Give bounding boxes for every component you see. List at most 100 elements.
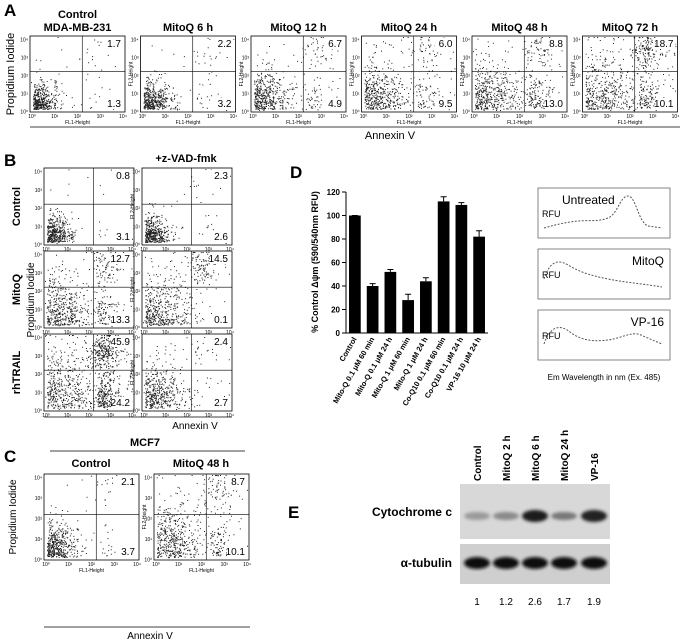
label-bg (545, 98, 565, 109)
axis-tick-label: 10⁰ (152, 562, 160, 568)
band (581, 510, 607, 522)
axis-tick-label: 10² (85, 413, 93, 419)
axis-tick-label: 10³ (111, 562, 119, 568)
axis-label: FL2-Height (130, 277, 136, 302)
axis-tick-label: 10³ (35, 271, 43, 277)
error-bar (458, 202, 465, 205)
spectrum-curve (543, 195, 663, 229)
axis-tick-label: 10² (516, 114, 524, 120)
axis-label: FL2-Height (350, 61, 356, 86)
row-label: rhTRAIL (11, 351, 23, 395)
cytometry-events (143, 337, 231, 410)
quantification: 1.7 (557, 597, 571, 608)
axis-label: FL2-Height (142, 504, 148, 529)
quadrant-percent: 1.7 (107, 39, 121, 50)
cytometry-events (156, 475, 248, 559)
axis-tick-label: 10² (242, 74, 250, 80)
axis-tick-label: 10⁰ (573, 110, 581, 116)
axis-tick-label: 10³ (131, 56, 139, 62)
cytometry-events (45, 335, 133, 410)
axis-tick-label: 10¹ (65, 562, 73, 568)
axis-tick-label: 10³ (205, 330, 213, 336)
axis-tick-label: 10⁴ (20, 38, 28, 44)
y-tick-label: 0 (336, 329, 341, 338)
axis-tick-label: 10⁴ (226, 413, 234, 419)
row-label: MitoQ (11, 273, 23, 305)
quadrant-percent: 14.5 (209, 254, 229, 265)
axis-tick-label: 10⁴ (132, 336, 140, 342)
error-bar (369, 283, 376, 286)
axis-tick-label: 10⁴ (119, 114, 127, 120)
plot-title: MDA-MB-231 (44, 22, 112, 34)
quadrant-percent: 1.3 (107, 99, 121, 110)
quadrant-percent: 10.1 (226, 547, 246, 558)
label-bg (434, 98, 455, 109)
axis-tick-label: 10³ (207, 114, 215, 120)
axis-tick-label: 10⁴ (128, 247, 136, 253)
axis-tick-label: 10¹ (133, 224, 141, 230)
axis-tick-label: 10¹ (51, 114, 59, 120)
cytometry-events (364, 37, 456, 111)
bar (473, 236, 485, 333)
quadrant-percent: 2.7 (214, 398, 228, 409)
axis-tick-label: 10³ (133, 271, 141, 277)
band (464, 557, 490, 569)
label-bg (545, 38, 565, 49)
axis-tick-label: 10² (183, 330, 191, 336)
label-bg (112, 397, 132, 408)
bar (349, 215, 361, 333)
y-tick-label: 60 (331, 259, 340, 268)
band (493, 512, 519, 520)
axis-tick-label: 10⁰ (20, 110, 28, 116)
quadrant-percent: 13.0 (544, 99, 564, 110)
axis-tick-label: 10² (352, 74, 360, 80)
axis-tick-label: 10³ (35, 496, 43, 502)
axis-tick-label: 10¹ (64, 330, 72, 336)
cytometry-events (585, 37, 677, 111)
axis-tick-label: 10⁴ (226, 247, 234, 253)
panel-letter: B (4, 151, 16, 170)
quadrant-percent: 0.1 (214, 315, 228, 326)
spectrum-curve (543, 261, 663, 288)
quadrant-percent: 8.7 (231, 477, 245, 488)
cell-line: MCF7 (130, 437, 160, 449)
error-bar (422, 277, 429, 282)
cytometry-events (31, 37, 116, 110)
error-bar (387, 269, 394, 272)
axis-tick-label: 10³ (242, 56, 250, 62)
label-bg (227, 476, 247, 487)
lane-label: Control (473, 445, 484, 481)
band (464, 512, 490, 520)
axis-tick-label: 10² (133, 372, 141, 378)
axis-tick-label: 10¹ (35, 224, 43, 230)
quadrant-percent: 3.7 (121, 547, 135, 558)
quadrant-percent: 6.7 (328, 39, 342, 50)
blot-row-label: Cytochrome c (372, 505, 452, 519)
axis-tick-label: 10³ (133, 354, 141, 360)
panel-letter: A (4, 1, 16, 20)
lane-label: MitoQ 24 h (560, 430, 571, 481)
axis-tick-label: 10⁴ (128, 330, 136, 336)
axis-tick-label: 10⁰ (470, 114, 478, 120)
quadrant-percent: 12.7 (111, 254, 131, 265)
band (493, 557, 519, 569)
axis-tick-label: 10³ (107, 330, 115, 336)
quadrant-percent: 4.9 (328, 99, 342, 110)
axis-tick-label: 10¹ (604, 114, 612, 120)
axis-tick-label: 10¹ (35, 390, 43, 396)
label-bg (112, 336, 132, 347)
axis-tick-label: 10⁰ (34, 326, 42, 332)
y-tick-label: 80 (331, 235, 340, 244)
axis-tick-label: 10⁴ (230, 114, 238, 120)
inset-frame (537, 248, 671, 300)
quantification: 2.6 (528, 597, 542, 608)
axis-tick-label: 10² (133, 289, 141, 295)
label-bg (112, 314, 132, 325)
axis-label: FL1-Height (507, 120, 532, 126)
axis-tick-label: 10⁴ (128, 413, 136, 419)
axis-tick-label: 10⁰ (132, 409, 140, 415)
plot-frame (153, 473, 250, 561)
plot-title: MitoQ 48 h (173, 458, 230, 470)
quadrant-percent: 3.2 (218, 99, 232, 110)
axis-tick-label: 10⁰ (144, 558, 152, 564)
